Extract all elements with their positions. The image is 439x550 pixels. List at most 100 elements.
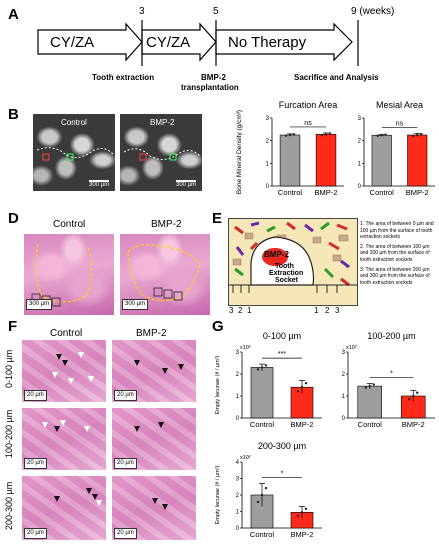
chart-title: 200-300 µm: [258, 441, 306, 451]
data-point: [376, 134, 379, 137]
x-tick-label: BMP-2: [291, 530, 314, 539]
data-point: [416, 391, 419, 394]
data-point: [416, 133, 419, 137]
column-label-bmp2: BMP-2: [136, 328, 167, 339]
schematic-legend: 1. The area of between 0 µm and 100 µm f…: [360, 221, 438, 286]
panel-letter-e: E: [212, 210, 223, 227]
data-point: [368, 384, 371, 388]
micro-ct-control-image: Control 300 µm: [33, 114, 115, 191]
x-tick-label: Control: [278, 188, 303, 197]
y-tick-label: 0: [236, 526, 240, 532]
significance-label: ***: [278, 351, 286, 358]
histology-bmp2-title: BMP-2: [151, 219, 182, 230]
y-tick-label: 0: [266, 184, 270, 190]
he-bmp2-100-200-image: 20 µm: [112, 408, 196, 470]
y-tick-label: 2: [342, 372, 346, 378]
data-point: [320, 133, 324, 137]
bar-0: [250, 367, 274, 419]
stage-label-3: No Therapy: [228, 34, 307, 51]
y-axis-label: Empty lacunae (# / µm²): [215, 355, 221, 414]
timeline-tick-3: 3: [139, 6, 145, 17]
data-point: [408, 398, 411, 401]
event-sacrifice: Sacrifice and Analysis: [294, 73, 379, 82]
chart-title: Mesial Area: [376, 100, 423, 110]
y-tick-label: 0: [342, 416, 346, 422]
significance-label: ns: [396, 120, 404, 127]
stage-label-1: CY/ZA: [50, 34, 95, 51]
scale-label: 300 µm: [122, 299, 149, 310]
he-bmp2-0-100-image: 20 µm: [112, 340, 196, 402]
x-tick-label: Control: [370, 188, 395, 197]
scale-label: 20 µm: [24, 390, 47, 401]
data-point: [420, 132, 423, 136]
data-point: [384, 133, 387, 136]
zone-number-right-2: 2: [325, 306, 330, 315]
y-tick-label: 2: [236, 372, 240, 378]
micro-ct-control-label: Control: [61, 118, 87, 127]
schematic-diagram: BMP-2 Tooth Extraction Socket: [228, 218, 358, 306]
data-point: [412, 394, 415, 398]
significance-label: *: [390, 370, 393, 377]
bmp2-bubble-label: BMP-2: [264, 250, 289, 259]
event-tooth-extraction: Tooth extraction: [92, 73, 155, 82]
x-tick-label: Control: [250, 420, 275, 429]
histology-bmp2-image: 300 µm: [120, 234, 210, 315]
data-point: [324, 133, 328, 136]
scale-label: 20 µm: [24, 458, 47, 469]
bar-0: [371, 134, 392, 187]
x-tick-label: BMP-2: [406, 188, 429, 197]
histology-control-title: Control: [53, 219, 86, 230]
he-bmp2-200-300-image: 20 µm: [112, 476, 196, 540]
y-tick-label: 3: [266, 116, 270, 122]
y-scale-label: x10²: [240, 455, 251, 461]
chart-empty-lacunae-0-100: 0-100 µm x10² 0 1 2 3 Empty lacunae (# / µm²) C…: [215, 331, 322, 429]
significance-label: ns: [304, 120, 312, 127]
zone-number-left-1: 1: [247, 306, 252, 315]
scale-label: 300 µm: [26, 299, 53, 310]
timeline-tick-5: 5: [213, 6, 219, 17]
row-label-200-300: 200-300 µm: [4, 481, 14, 530]
y-tick-label: 2: [358, 139, 362, 145]
y-axis-label: Bone Mineral Density (g/cm³): [236, 110, 243, 194]
bar-0: [279, 134, 301, 187]
y-tick-label: 3: [236, 477, 240, 483]
y-tick-label: 3: [358, 116, 362, 122]
data-point: [412, 134, 415, 138]
legend-item-1: 1. The area of between 0 µm and 100 µm f…: [360, 221, 434, 241]
socket-label-1: Tooth: [275, 263, 294, 270]
scale-label: 20 µm: [114, 528, 137, 539]
data-point: [300, 386, 304, 389]
timeline-arrows: [37, 20, 359, 66]
y-tick-label: 2: [236, 493, 240, 499]
scale-label: 20 µm: [24, 528, 47, 539]
bar-0: [357, 385, 383, 419]
legend-item-3: 3. The area of between 200 µm and 300 µm…: [360, 266, 430, 286]
data-point: [260, 493, 264, 497]
scale-label: 20 µm: [114, 390, 137, 401]
stage-label-2: CY/ZA: [146, 34, 191, 51]
data-point: [288, 133, 292, 137]
column-label-control: Control: [50, 328, 83, 339]
data-point: [264, 364, 268, 367]
x-tick-label: Control: [358, 420, 383, 429]
scale-label: 20 µm: [114, 458, 137, 469]
y-tick-label: 1: [342, 394, 346, 400]
panel-letter-g: G: [212, 318, 224, 335]
panel-letter-b: B: [8, 106, 19, 123]
data-point: [256, 368, 260, 371]
row-label-100-200: 100-200 µm: [4, 409, 14, 458]
event-bmp2-line2: transplantation: [181, 83, 239, 92]
data-point: [260, 366, 264, 369]
he-control-0-100-image: 20 µm: [22, 340, 106, 402]
data-point: [372, 383, 375, 386]
panel-letter-d: D: [8, 210, 19, 227]
legend-item-2: 2. The area of between 100 µm and 200 µm…: [360, 243, 430, 263]
bar-1: [407, 134, 428, 187]
y-tick-label: 1: [236, 510, 240, 516]
significance-label: *: [281, 470, 284, 477]
event-bmp2-line1: BMP-2: [201, 73, 226, 82]
data-point: [256, 500, 260, 504]
data-point: [380, 134, 383, 137]
bar-1: [315, 134, 337, 187]
chart-mesial-area: Mesial Area 0 1 2 3 Control BMP-2 ns: [358, 100, 435, 197]
